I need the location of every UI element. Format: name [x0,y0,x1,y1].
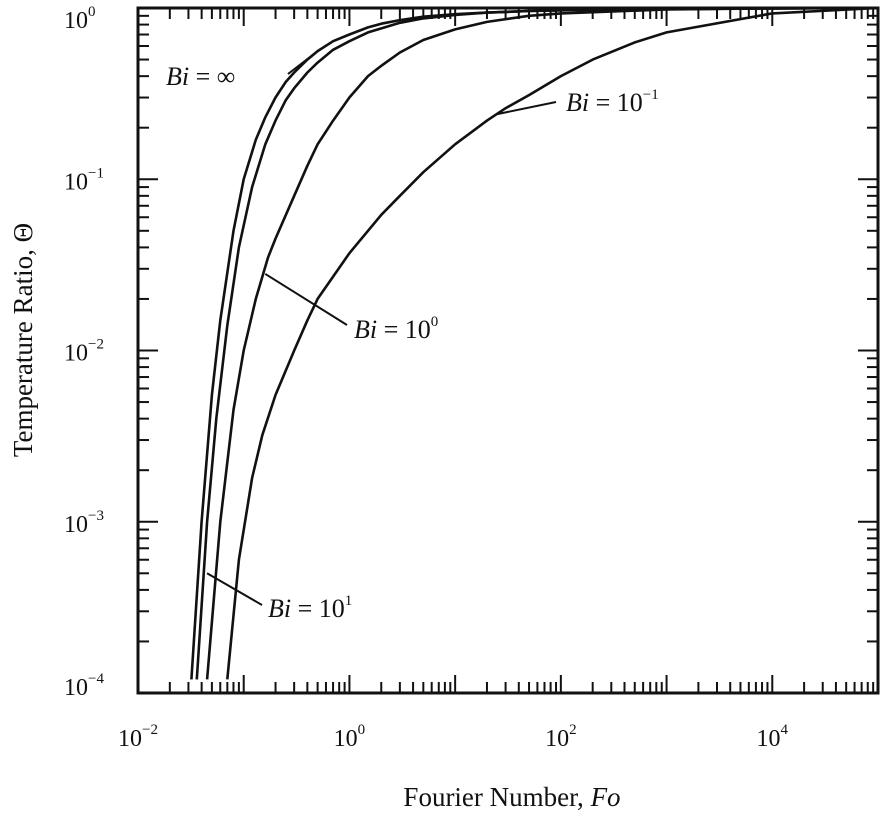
y-axis-label: Temperature Ratio, [8,249,38,457]
series-line-0 [190,6,879,680]
series-label-0: Bi = ∞ [166,62,235,91]
label-leader-2 [264,273,348,326]
label-leader-1 [206,572,263,606]
label-leader-0 [287,50,319,75]
series-line-2 [205,6,879,680]
label-leader-3 [497,101,557,116]
x-tick-label: 102 [545,722,577,752]
series-label-2: Bi = 100 [354,314,438,344]
series-line-3 [226,6,879,680]
x-tick-label: 104 [757,722,789,752]
y-tick-label: 10−3 [64,508,104,538]
y-tick-label: 10−4 [64,671,104,701]
y-tick-label: 10−2 [64,337,104,367]
y-tick-label: 10−1 [64,165,104,195]
series-line-1 [195,6,879,680]
x-axis-symbol: Fo [590,782,621,812]
plot-frame [136,6,880,695]
series-label-1: Bi = 101 [268,593,352,623]
y-tick-label: 100 [64,4,96,34]
tick-marks [137,8,878,694]
x-axis-title: Fourier Number, Fo [403,782,620,812]
x-axis-label: Fourier Number, [403,782,583,812]
y-axis-title: Temperature Ratio, Θ [8,223,38,457]
y-axis-symbol: Θ [8,223,38,243]
curve-labels: Bi = ∞ Bi = 101 Bi = 100 Bi = 10−1 [166,50,659,623]
x-tick-label: 10−2 [118,722,158,752]
curves [190,6,879,680]
tick-labels: 10−2 100 102 104 100 10−1 10−2 10−3 10−4 [64,4,789,752]
x-tick-label: 100 [334,722,366,752]
series-label-3: Bi = 10−1 [566,87,659,117]
